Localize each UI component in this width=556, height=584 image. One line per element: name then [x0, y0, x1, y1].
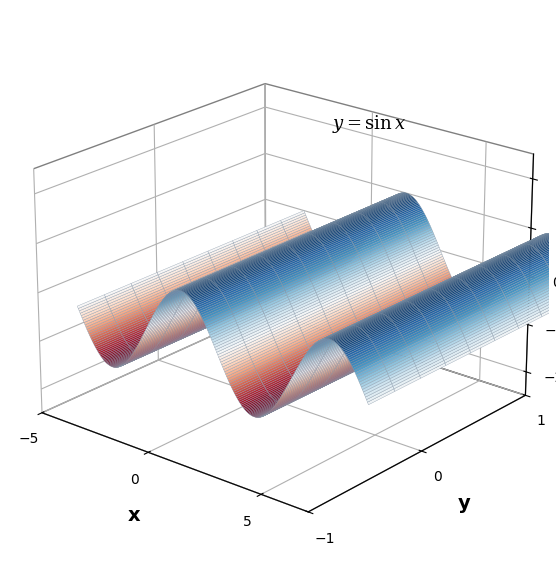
Text: $y = \sin x$: $y = \sin x$ — [332, 113, 406, 135]
Y-axis label: y: y — [458, 493, 470, 513]
X-axis label: x: x — [128, 506, 140, 526]
